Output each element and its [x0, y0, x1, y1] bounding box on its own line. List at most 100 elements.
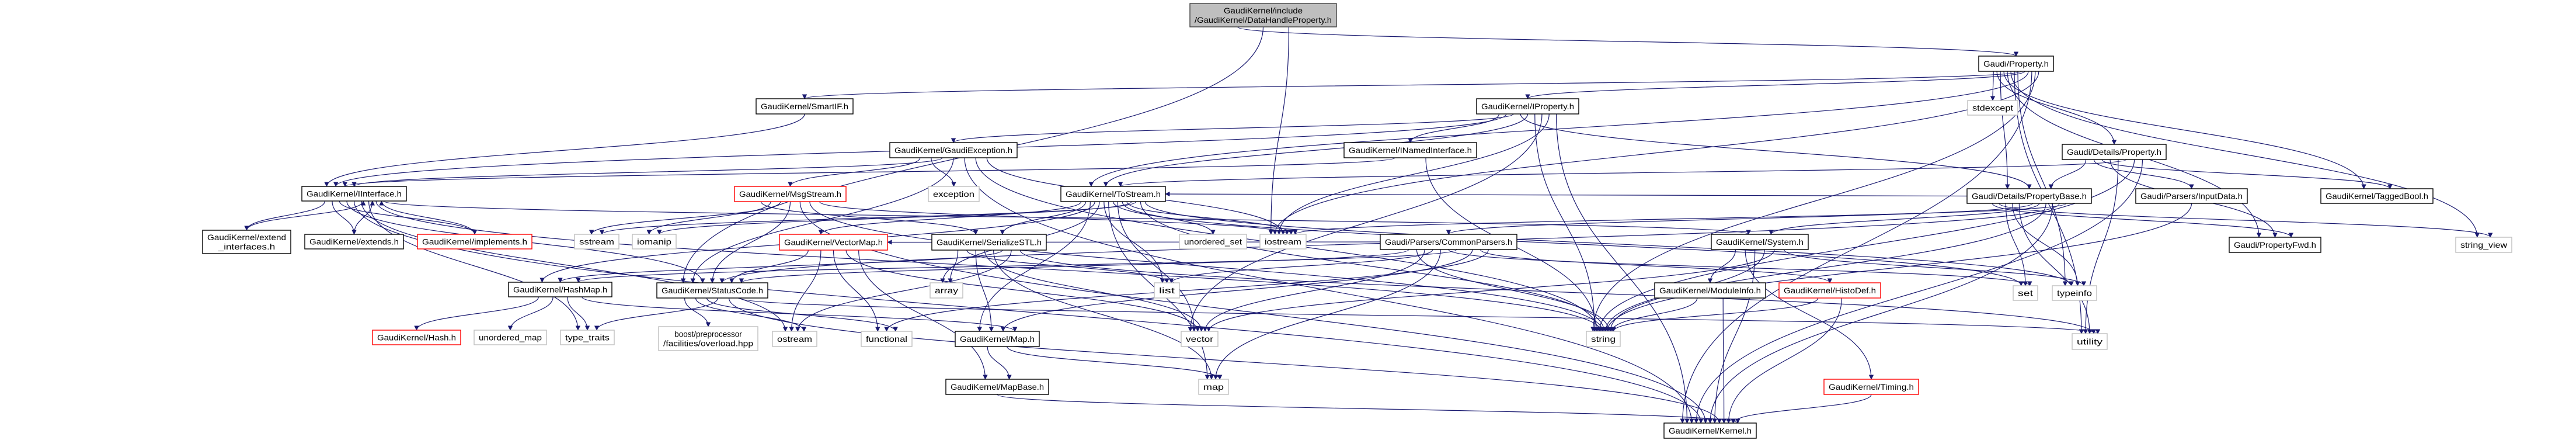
node-gaudikernel-taggedbool-h[interactable]: GaudiKernel/TaggedBool.h: [2320, 188, 2434, 204]
node-list: list: [1154, 282, 1180, 299]
edge-gaudikernel-iproperty-h-to-vector: [1188, 113, 1543, 332]
node-box: [931, 234, 1047, 251]
edge-gaudi-parsers-inputdata-h-to-string: [1604, 203, 2192, 332]
edge-gaudikernel-iproperty-h-to-string: [1534, 113, 1597, 332]
node-box: [508, 282, 612, 297]
node-box: [1476, 98, 1579, 115]
node-gaudikernel-include-gaudikernel-datahandleproperty-h[interactable]: GaudiKernel/include/GaudiKernel/DataHand…: [1189, 3, 1337, 27]
node-gaudikernel-timing-h[interactable]: GaudiKernel/Timing.h: [1823, 379, 1919, 395]
node-stdexcept: stdexcept: [1967, 100, 2018, 116]
node-label: GaudiKernel/Timing.h: [1829, 382, 1914, 392]
edge-gaudikernel-statuscode-h-to-utility: [739, 297, 2100, 334]
node-gaudikernel-serializestl-h[interactable]: GaudiKernel/SerializeSTL.h: [931, 234, 1047, 251]
node-label: GaudiKernel/GaudiException.h: [894, 145, 1012, 155]
node-gaudikernel-map-h[interactable]: GaudiKernel/Map.h: [955, 331, 1040, 347]
edge-gaudikernel-histodef-h-to-gaudikernel-kernel-h: [1726, 297, 1842, 424]
node-label: Gaudi/Details/PropertyBase.h: [1972, 192, 2087, 201]
edge-gaudikernel-system-h-to-typeinfo: [1783, 249, 2087, 286]
node-gaudikernel-iproperty-h[interactable]: GaudiKernel/IProperty.h: [1476, 98, 1579, 115]
node-gaudikernel-msgstream-h[interactable]: GaudiKernel/MsgStream.h: [734, 186, 847, 202]
node-label: unordered_set: [1184, 237, 1242, 247]
node-box: [417, 234, 532, 250]
node-box: [928, 186, 980, 202]
node-box: [1978, 56, 2054, 72]
node-vector: vector: [1181, 331, 1219, 347]
node-gaudikernel-kernel-h[interactable]: GaudiKernel/Kernel.h: [1663, 422, 1757, 439]
node-array: array: [930, 282, 963, 299]
node-gaudikernel-moduleinfo-h[interactable]: GaudiKernel/ModuleInfo.h: [1654, 282, 1766, 299]
node-gaudikernel-histodef-h[interactable]: GaudiKernel/HistoDef.h: [1778, 282, 1881, 299]
node-box: [658, 326, 758, 351]
node-box: [574, 234, 619, 250]
node-ostream: ostream: [772, 331, 817, 347]
node-gaudi-property-h[interactable]: Gaudi/Property.h: [1978, 56, 2054, 72]
node-label: GaudiKernel/implements.h: [422, 237, 527, 247]
edge-gaudikernel-system-h-to-gaudikernel-timing-h: [1745, 249, 1874, 380]
node-box: [2320, 188, 2434, 204]
node-label: Gaudi/Parsers/InputData.h: [2140, 192, 2243, 201]
node-label: GaudiKernel/VectorMap.h: [784, 238, 883, 247]
node-label: exception: [933, 189, 974, 199]
node-label: vector: [1186, 334, 1213, 344]
node-gaudikernel-extends-h[interactable]: GaudiKernel/extends.h: [304, 234, 404, 250]
node-label: GaudiKernel/IInterface.h: [307, 189, 402, 199]
node-gaudi-details-propertybase-h[interactable]: Gaudi/Details/PropertyBase.h: [1966, 188, 2092, 204]
node-box: [779, 234, 888, 251]
node-gaudikernel-extend-interfaces-h[interactable]: GaudiKernel/extend_interfaces.h: [202, 230, 291, 254]
node-gaudikernel-system-h[interactable]: GaudiKernel/System.h: [1711, 234, 1809, 250]
edge-gaudikernel-system-h-to-gaudikernel-moduleinfo-h: [1707, 249, 1736, 283]
node-label: ostream: [777, 334, 812, 344]
edge-gaudi-property-h-to-string: [1590, 71, 2036, 332]
node-label: typeinfo: [2057, 289, 2092, 298]
node-label: set: [2018, 289, 2033, 298]
node-box: [2455, 237, 2512, 253]
node-label: /GaudiKernel/DataHandleProperty.h: [1195, 15, 1332, 25]
node-label: GaudiKernel/TaggedBool.h: [2326, 192, 2428, 201]
node-box: [1966, 188, 2092, 204]
node-gaudikernel-smartif-h[interactable]: GaudiKernel/SmartIF.h: [756, 98, 854, 115]
node-box: [372, 330, 461, 345]
node-boost-preprocessor-facilities-overload-hpp: boost/preprocessor/facilities/overload.h…: [658, 326, 758, 351]
edge-gaudi-details-property-h-to-gaudikernel-taggedbool-h: [2101, 159, 2393, 189]
edge-gaudikernel-iproperty-h-to-gaudikernel-tostream-h: [1103, 113, 1529, 187]
edge-gaudi-details-propertybase-h-to-string: [1603, 203, 2046, 332]
node-label: map: [1203, 382, 1224, 392]
node-box: [1778, 282, 1881, 299]
node-label: type_traits: [565, 333, 610, 342]
node-box: [202, 230, 291, 254]
node-gaudi-parsers-commonparsers-h[interactable]: Gaudi/Parsers/CommonParsers.h: [1380, 234, 1517, 250]
node-gaudikernel-hashmap-h[interactable]: GaudiKernel/HashMap.h: [508, 282, 612, 297]
edge-gaudikernel-hashmap-h-to-gaudikernel-hash-h: [414, 296, 539, 331]
edge-gaudikernel-statuscode-h-to-gaudikernel-kernel-h: [728, 297, 1722, 424]
node-gaudikernel-hash-h[interactable]: GaudiKernel/Hash.h: [372, 330, 461, 345]
edge-gaudikernel-tostream-h-to-sstream: [599, 201, 1137, 235]
node-gaudikernel-iinterface-h[interactable]: GaudiKernel/IInterface.h: [301, 186, 407, 202]
node-box: [1179, 234, 1247, 250]
node-label: GaudiKernel/extend: [207, 233, 286, 242]
edge-gaudikernel-iinterface-h-to-gaudikernel-extends-h: [332, 200, 357, 235]
node-gaudikernel-gaudiexception-h[interactable]: GaudiKernel/GaudiException.h: [889, 142, 1018, 158]
edge-gaudikernel-iinterface-h-to-type-traits: [368, 200, 581, 331]
edge-gaudikernel-moduleinfo-h-to-string: [1609, 297, 1698, 332]
node-label: Gaudi/Details/Property.h: [2067, 147, 2161, 157]
edge-gaudikernel-histodef-h-to-string: [1611, 297, 1819, 332]
node-label: functional: [866, 334, 907, 344]
node-gaudikernel-vectormap-h[interactable]: GaudiKernel/VectorMap.h: [779, 234, 888, 251]
edge-gaudi-details-propertybase-h-to-typeinfo: [2012, 203, 2080, 286]
node-gaudikernel-inamedinterface-h[interactable]: GaudiKernel/INamedInterface.h: [1343, 142, 1477, 158]
node-box: [772, 331, 817, 347]
node-gaudikernel-mapbase-h[interactable]: GaudiKernel/MapBase.h: [945, 379, 1049, 395]
node-label: _interfaces.h: [218, 242, 276, 251]
node-label: sstream: [579, 237, 614, 247]
node-box: [2052, 285, 2097, 301]
node-label: GaudiKernel/Map.h: [960, 334, 1035, 344]
node-gaudikernel-implements-h[interactable]: GaudiKernel/implements.h: [417, 234, 532, 250]
node-gaudikernel-statuscode-h[interactable]: GaudiKernel/StatusCode.h: [656, 282, 768, 299]
node-label: utility: [2077, 337, 2102, 347]
node-gaudi-parsers-inputdata-h[interactable]: Gaudi/Parsers/InputData.h: [2135, 188, 2248, 204]
node-gaudi-propertyfwd-h[interactable]: Gaudi/PropertyFwd.h: [2229, 237, 2321, 253]
node-gaudikernel-tostream-h[interactable]: GaudiKernel/ToStream.h: [1060, 186, 1166, 202]
node-box: [632, 234, 677, 250]
node-gaudi-details-property-h[interactable]: Gaudi/Details/Property.h: [2062, 144, 2167, 160]
edge-gaudikernel-statuscode-h-to-ostream: [695, 297, 807, 332]
